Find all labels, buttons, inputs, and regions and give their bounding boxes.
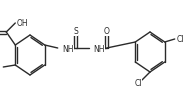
Text: O: O: [104, 27, 110, 36]
Text: S: S: [73, 27, 78, 36]
Text: NH: NH: [63, 45, 74, 54]
Text: Cl: Cl: [176, 34, 184, 43]
Text: NH: NH: [94, 45, 105, 54]
Text: Cl: Cl: [134, 79, 142, 88]
Text: OH: OH: [16, 18, 28, 27]
